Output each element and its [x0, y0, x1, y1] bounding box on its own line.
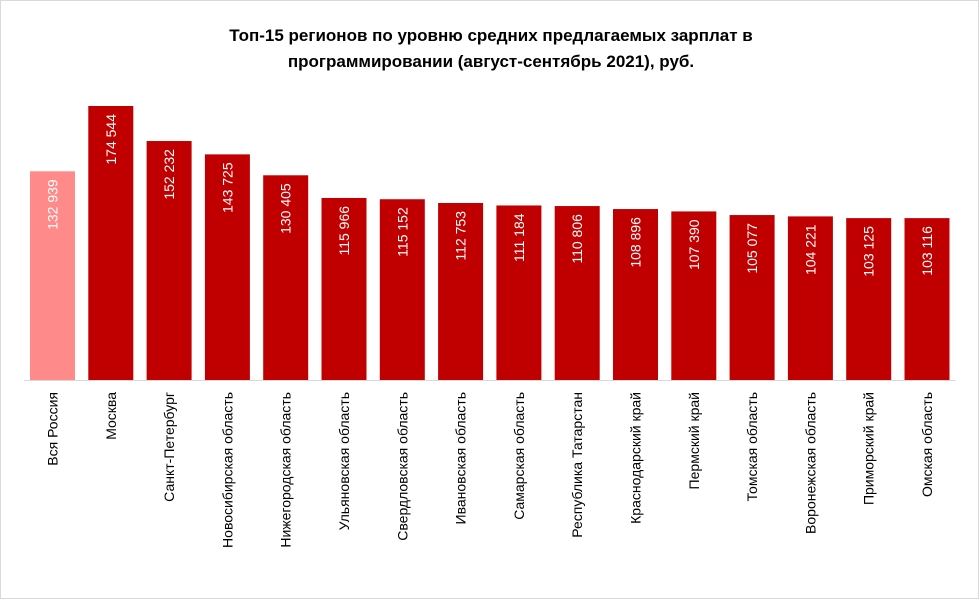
value-label-1: 174 544 [103, 114, 119, 165]
category-label-9: Республика Татарстан [569, 392, 585, 538]
bar-10 [613, 209, 658, 380]
category-label-0: Вся Россия [45, 392, 61, 466]
value-label-5: 115 966 [336, 206, 352, 256]
category-label-4: Нижегородская область [278, 392, 294, 548]
value-label-4: 130 405 [278, 183, 294, 234]
bar-5 [321, 197, 367, 380]
category-label-10: Краснодарский край [628, 392, 644, 524]
category-label-11: Пермский край [686, 392, 702, 489]
category-label-5: Ульяновская область [336, 392, 352, 530]
category-label-6: Свердловская область [394, 392, 410, 541]
category-label-1: Москва [103, 392, 119, 440]
bar-4 [263, 175, 309, 380]
bar-8 [496, 205, 542, 380]
value-label-14: 103 125 [861, 226, 877, 277]
value-label-3: 143 725 [219, 162, 235, 213]
category-label-7: Ивановская область [453, 392, 469, 524]
chart-title: Топ-15 регионов по уровню средних предла… [141, 23, 841, 75]
chart-title-line-1: Топ-15 регионов по уровню средних предла… [229, 26, 753, 45]
value-label-12: 105 077 [744, 223, 760, 274]
value-label-11: 107 390 [686, 219, 702, 270]
value-label-8: 111 184 [511, 213, 527, 262]
value-label-2: 152 232 [161, 149, 177, 200]
value-label-7: 112 753 [453, 211, 469, 261]
bar-6 [379, 199, 425, 380]
value-label-0: 132 939 [45, 179, 61, 230]
category-label-13: Воронежская область [802, 392, 818, 534]
category-label-12: Томская область [744, 392, 760, 501]
category-label-15: Омская область [919, 392, 935, 497]
value-label-6: 115 152 [394, 207, 410, 257]
bar-14 [846, 218, 892, 380]
value-label-15: 103 116 [919, 226, 935, 276]
bar-2 [146, 141, 192, 380]
category-label-14: Приморский край [861, 392, 877, 505]
chart-title-line-2: программировании (август-сентябрь 2021),… [287, 52, 695, 71]
category-label-8: Самарская область [511, 392, 527, 520]
bar-1 [88, 106, 134, 380]
bar-9 [554, 206, 600, 380]
value-label-10: 108 896 [628, 217, 644, 268]
category-label-2: Санкт-Петербург [161, 392, 177, 502]
bar-7 [438, 202, 484, 380]
bar-12 [729, 215, 775, 380]
category-label-3: Новосибирская область [219, 392, 235, 548]
bar-13 [787, 216, 833, 380]
bar-11 [671, 211, 717, 380]
bar-3 [204, 154, 250, 380]
value-label-9: 110 806 [569, 214, 585, 264]
bar-0 [30, 171, 75, 380]
value-label-13: 104 221 [802, 224, 818, 275]
bar-15 [904, 218, 950, 380]
